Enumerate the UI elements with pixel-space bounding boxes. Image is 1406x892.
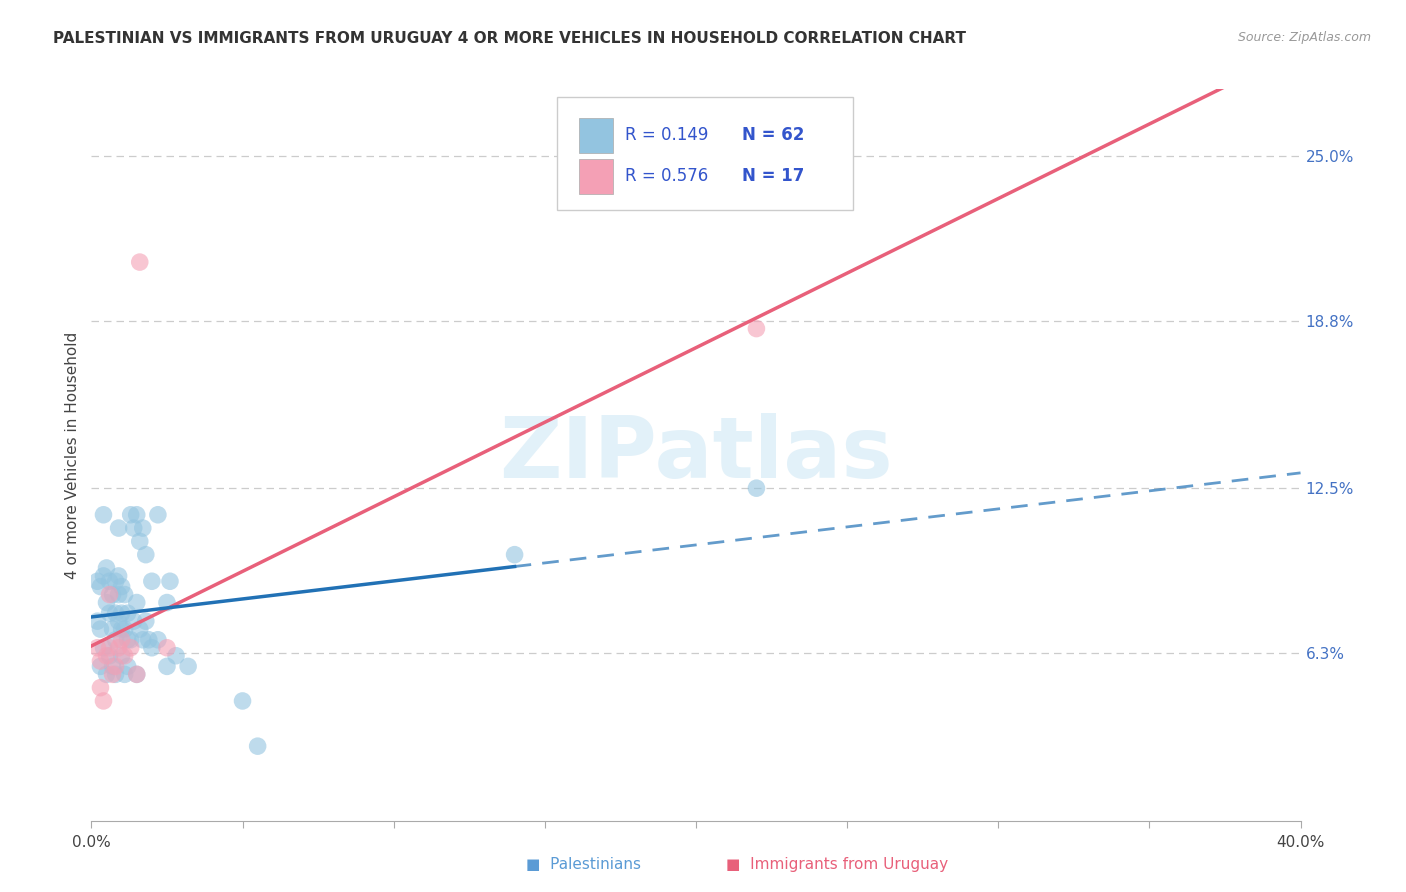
Point bbox=[86, 640, 108, 655]
Point bbox=[89, 659, 111, 673]
Point bbox=[122, 614, 145, 628]
Point bbox=[93, 508, 115, 522]
Point bbox=[156, 595, 179, 609]
Y-axis label: 4 or more Vehicles in Household: 4 or more Vehicles in Household bbox=[65, 331, 80, 579]
Point bbox=[128, 534, 150, 549]
Text: Source: ZipAtlas.com: Source: ZipAtlas.com bbox=[1237, 31, 1371, 45]
Point bbox=[231, 694, 253, 708]
Point bbox=[104, 606, 127, 620]
Point bbox=[107, 614, 129, 628]
Point bbox=[104, 667, 127, 681]
Point bbox=[135, 614, 157, 628]
Point bbox=[146, 508, 169, 522]
Point bbox=[125, 667, 148, 681]
Point bbox=[96, 648, 118, 663]
Point bbox=[93, 640, 115, 655]
Point bbox=[98, 606, 121, 620]
Point bbox=[93, 694, 115, 708]
Point bbox=[101, 622, 124, 636]
Point bbox=[89, 622, 111, 636]
Point bbox=[89, 654, 111, 668]
Point bbox=[141, 640, 163, 655]
Point bbox=[111, 606, 132, 620]
Point bbox=[177, 659, 200, 673]
Point bbox=[98, 640, 121, 655]
Point bbox=[132, 632, 155, 647]
Point bbox=[132, 521, 155, 535]
Point bbox=[89, 580, 111, 594]
Point bbox=[114, 648, 136, 663]
Point bbox=[156, 659, 179, 673]
Text: ■  Immigrants from Uruguay: ■ Immigrants from Uruguay bbox=[725, 857, 948, 872]
Point bbox=[117, 632, 139, 647]
Point bbox=[135, 548, 157, 562]
FancyBboxPatch shape bbox=[579, 159, 613, 194]
Point bbox=[122, 521, 145, 535]
Point bbox=[138, 632, 160, 647]
Point bbox=[114, 667, 136, 681]
Point bbox=[141, 574, 163, 589]
Point bbox=[125, 508, 148, 522]
Point bbox=[117, 659, 139, 673]
Point bbox=[111, 648, 132, 663]
Point bbox=[93, 569, 115, 583]
Point bbox=[104, 659, 127, 673]
Point bbox=[107, 521, 129, 535]
Point bbox=[96, 595, 118, 609]
Point bbox=[125, 595, 148, 609]
FancyBboxPatch shape bbox=[557, 96, 853, 210]
Point bbox=[503, 548, 526, 562]
Point bbox=[120, 632, 142, 647]
Point bbox=[120, 508, 142, 522]
Point bbox=[104, 574, 127, 589]
Text: R = 0.576: R = 0.576 bbox=[624, 167, 707, 186]
Point bbox=[89, 681, 111, 695]
Point bbox=[86, 614, 108, 628]
Point bbox=[107, 588, 129, 602]
Text: N = 17: N = 17 bbox=[742, 167, 804, 186]
FancyBboxPatch shape bbox=[579, 118, 613, 153]
Point bbox=[165, 648, 187, 663]
Point bbox=[125, 667, 148, 681]
Text: PALESTINIAN VS IMMIGRANTS FROM URUGUAY 4 OR MORE VEHICLES IN HOUSEHOLD CORRELATI: PALESTINIAN VS IMMIGRANTS FROM URUGUAY 4… bbox=[53, 31, 966, 46]
Point bbox=[114, 622, 136, 636]
Point bbox=[146, 632, 169, 647]
Point bbox=[86, 574, 108, 589]
Point bbox=[745, 481, 768, 495]
Point bbox=[101, 659, 124, 673]
Point bbox=[156, 640, 179, 655]
Text: ZIPatlas: ZIPatlas bbox=[499, 413, 893, 497]
Point bbox=[104, 632, 127, 647]
Point bbox=[246, 739, 269, 754]
Point bbox=[98, 648, 121, 663]
Point bbox=[98, 574, 121, 589]
Point bbox=[114, 588, 136, 602]
Point bbox=[111, 580, 132, 594]
Point bbox=[98, 588, 121, 602]
Point bbox=[111, 632, 132, 647]
Point bbox=[117, 606, 139, 620]
Point bbox=[159, 574, 181, 589]
Point bbox=[128, 255, 150, 269]
Point bbox=[111, 622, 132, 636]
Point bbox=[107, 640, 129, 655]
Point bbox=[101, 667, 124, 681]
Point bbox=[101, 588, 124, 602]
Point bbox=[120, 640, 142, 655]
Point bbox=[745, 321, 768, 335]
Text: ■  Palestinians: ■ Palestinians bbox=[526, 857, 641, 872]
Point bbox=[128, 622, 150, 636]
Point bbox=[96, 667, 118, 681]
Text: R = 0.149: R = 0.149 bbox=[624, 127, 709, 145]
Text: N = 62: N = 62 bbox=[742, 127, 804, 145]
Point bbox=[107, 569, 129, 583]
Point bbox=[96, 561, 118, 575]
